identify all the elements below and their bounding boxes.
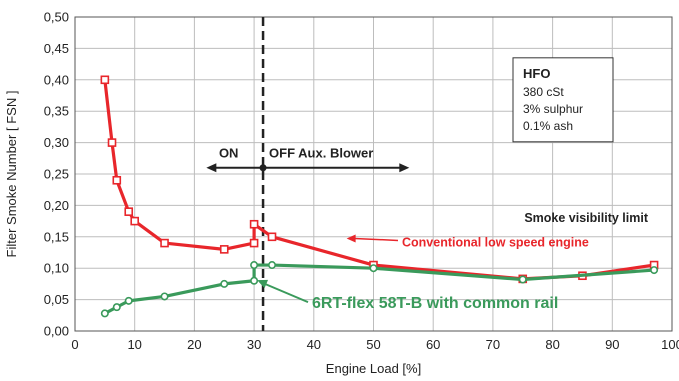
data-point	[100, 75, 110, 85]
data-point	[518, 275, 527, 284]
x-tick-label: 20	[187, 337, 201, 352]
data-point	[124, 207, 134, 216]
series-common-rail	[100, 261, 659, 318]
y-tick-label: 0,35	[44, 104, 69, 119]
x-tick-label: 30	[247, 337, 261, 352]
data-point	[112, 175, 122, 185]
y-tick-label: 0,05	[44, 292, 69, 307]
data-point	[124, 296, 133, 305]
x-tick-label: 90	[605, 337, 619, 352]
hfo-box-frame	[512, 57, 614, 143]
y-tick-label: 0,10	[44, 261, 69, 276]
data-point	[249, 219, 259, 229]
x-tick-label: 60	[426, 337, 440, 352]
hfo-line-sulphur: 3% sulphur	[523, 102, 583, 116]
common-rail-arrow	[262, 282, 309, 304]
data-point	[267, 232, 277, 242]
data-point	[100, 309, 109, 318]
x-axis-label: Engine Load [%]	[326, 361, 421, 376]
series-layer	[100, 75, 659, 318]
x-tick-label: 100	[661, 337, 679, 352]
data-point	[650, 266, 659, 275]
data-point	[107, 138, 117, 147]
x-tick-label: 40	[307, 337, 321, 352]
x-tick-label: 50	[366, 337, 380, 352]
data-point	[160, 292, 169, 301]
y-axis-label: Filter Smoke Number [ FSN ]	[4, 91, 19, 258]
arrow-right-head	[399, 163, 410, 173]
hfo-legend-box: HFO 380 cSt 3% sulphur 0.1% ash	[512, 57, 614, 143]
y-tick-label: 0,25	[44, 167, 69, 182]
y-tick-label: 0,50	[44, 10, 69, 25]
arrow-left-head	[206, 163, 217, 173]
y-tick-label: 0,00	[44, 324, 69, 339]
blower-switch-dot	[259, 164, 267, 172]
x-tick-label: 0	[71, 337, 78, 352]
conventional-arrow-head	[346, 234, 356, 243]
conventional-label: Conventional low speed engine	[402, 235, 589, 249]
data-point	[369, 264, 378, 273]
y-tick-label: 0,45	[44, 41, 69, 56]
x-tick-label: 10	[127, 337, 141, 352]
x-tick-label: 80	[545, 337, 559, 352]
hfo-title: HFO	[523, 66, 550, 81]
y-tick-label: 0,40	[44, 72, 69, 87]
y-tick-labels: 0,00 0,05 0,10 0,15 0,20 0,25 0,30 0,35 0,40 0,45…	[44, 10, 69, 339]
plot-frame	[74, 16, 673, 332]
x-tick-labels: 0 10 20 30 40 50 60 70 80 90 100	[71, 337, 679, 352]
data-point	[268, 261, 277, 270]
x-tick-label: 70	[486, 337, 500, 352]
on-label: ON	[219, 146, 239, 161]
data-point	[249, 238, 259, 248]
conventional-arrow	[354, 237, 399, 242]
data-point	[130, 216, 139, 226]
hfo-line-ash: 0.1% ash	[523, 119, 573, 133]
smoke-limit-label: Smoke visibility limit	[524, 211, 648, 225]
common-rail-label: 6RT-flex 58T-B with common rail	[312, 295, 558, 312]
off-label: OFF Aux. Blower	[269, 146, 373, 161]
data-point	[250, 261, 259, 270]
data-point	[250, 276, 259, 285]
hfo-line-viscosity: 380 cSt	[523, 85, 564, 99]
y-tick-label: 0,30	[44, 135, 69, 150]
data-point	[112, 303, 121, 312]
data-point	[160, 238, 169, 248]
data-point	[219, 245, 229, 254]
data-point	[220, 279, 229, 288]
y-tick-label: 0,15	[44, 229, 69, 244]
y-tick-label: 0,20	[44, 198, 69, 213]
common-rail-arrow-head	[257, 279, 269, 289]
